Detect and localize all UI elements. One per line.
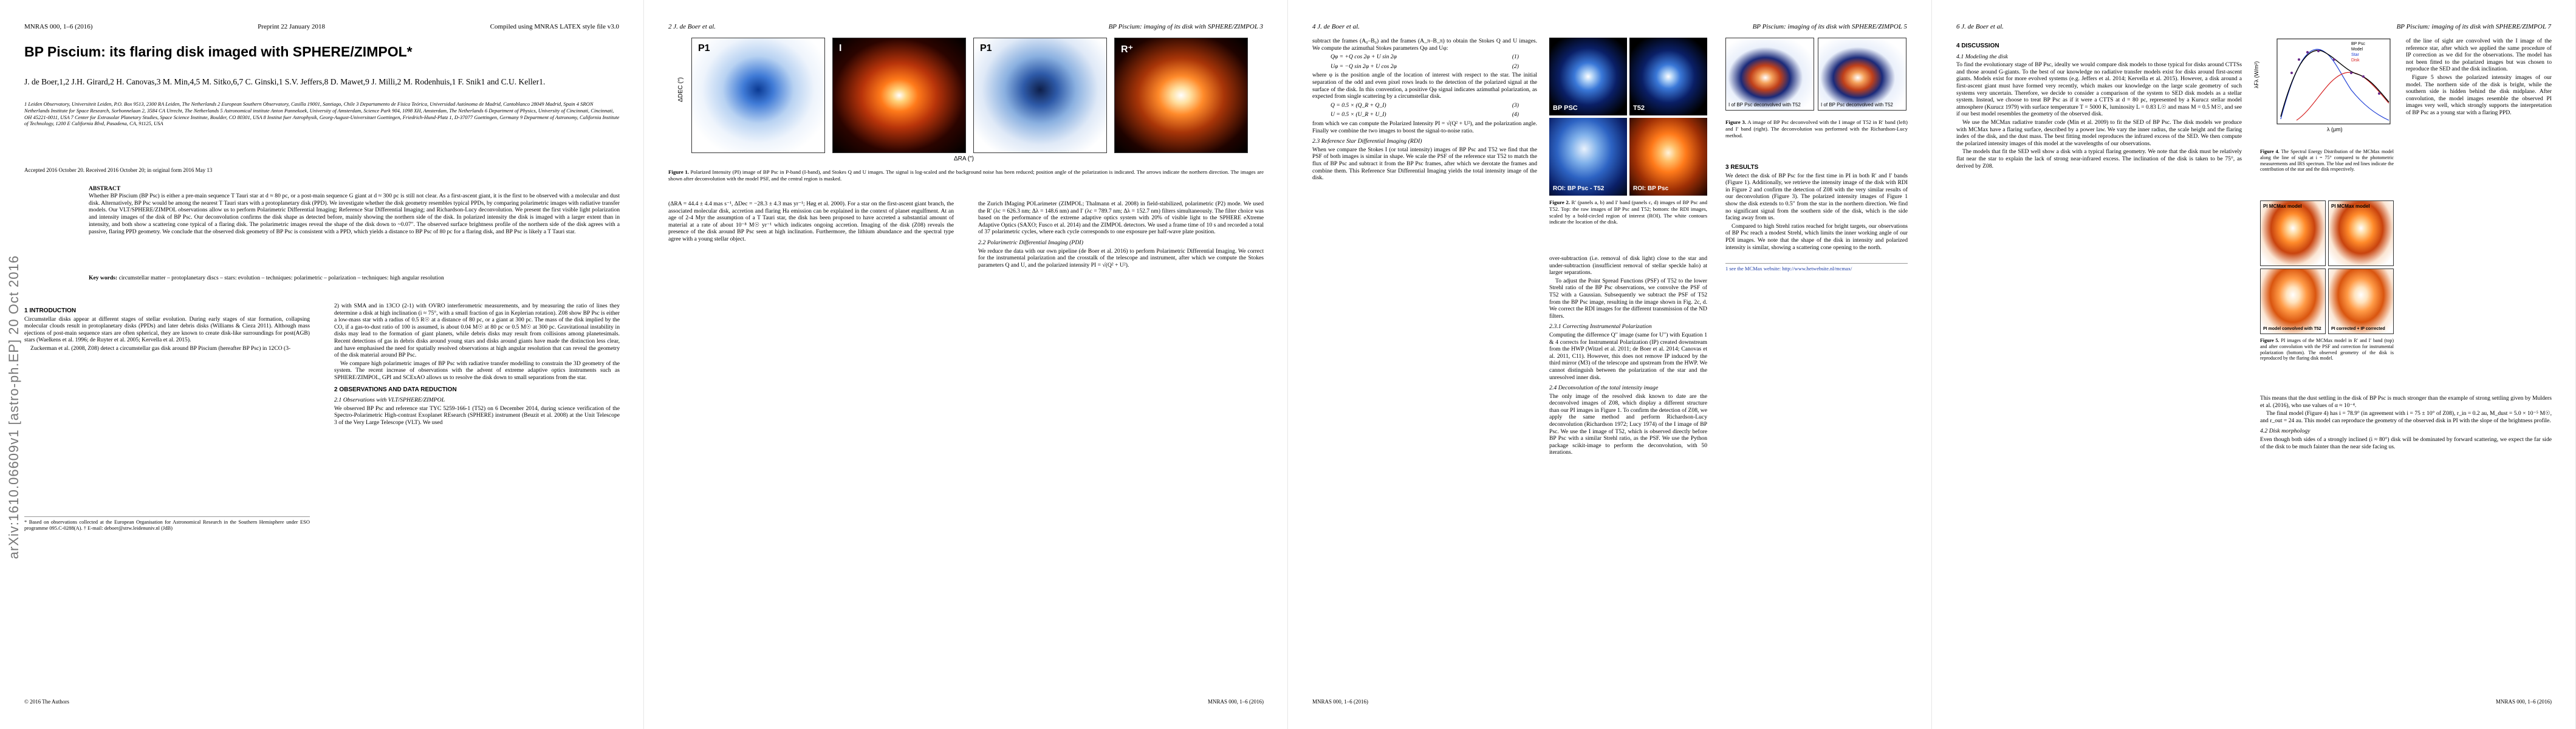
page-header: 4 J. de Boer et al. BP Piscium: imaging … (1312, 23, 1907, 30)
abstract-text: Whether BP Piscium (BP Psc) is either a … (89, 192, 620, 235)
subsection-heading: 4.2 Disk morphology (2260, 428, 2311, 435)
paper-page-1: MNRAS 000, 1–6 (2016) Preprint 22 Januar… (0, 0, 644, 729)
column-right: the Zurich IMaging POLarimeter (ZIMPOL; … (978, 200, 1264, 269)
model-curve (2280, 50, 2389, 117)
figure-panel-deconv-i: I of BP Psc deconvolved with T52 (1818, 38, 1906, 111)
keywords: Key words: circumstellar matter – protop… (89, 275, 444, 281)
page-footer: MNRAS 000, 1–6 (2016) (1312, 699, 1369, 705)
subsection-heading: 4.1 Modeling the disk (1956, 53, 2008, 60)
data-point (2378, 92, 2380, 95)
data-point (2298, 58, 2300, 61)
page-header: MNRAS 000, 1–6 (2016) Preprint 22 Januar… (24, 23, 619, 30)
data-point (2317, 50, 2320, 52)
paper-page-3: 4 J. de Boer et al. BP Piscium: imaging … (1288, 0, 1932, 729)
page-header: 6 J. de Boer et al. BP Piscium: imaging … (1956, 23, 2551, 30)
figure-panel-t52: T52 (1629, 38, 1707, 115)
preprint-date: Preprint 22 January 2018 (258, 23, 325, 30)
figure-panel-model-convolved: PI model convolved with T52 (2260, 269, 2326, 334)
sed-plot (2276, 38, 2391, 125)
column-middle: over-subtraction (i.e. removal of disk l… (1549, 255, 1707, 456)
data-point (2350, 72, 2352, 74)
compile-note: Compiled using MNRAS LATEX style file v3… (490, 23, 619, 30)
subsection-heading: 2.4 Deconvolution of the total intensity… (1549, 385, 1659, 392)
figure-4-caption: Figure 4. The Spectral Energy Distributi… (2260, 149, 2394, 173)
author-list: J. de Boer,1,2 J.H. Girard,2 H. Canovas,… (24, 77, 546, 86)
y-axis-label: λFλ (W/m²) (2253, 61, 2260, 89)
equation: U = 0.5 × (U_R + U_I) (4) (1331, 111, 1519, 118)
subsection-heading: 2.2 Polarimetric Differential Imaging (P… (978, 239, 1083, 246)
disk-curve (2296, 72, 2389, 121)
section-heading: 1 INTRODUCTION (24, 307, 76, 314)
column-bottom: This means that the dust settling in the… (2260, 395, 2552, 450)
data-point (2290, 72, 2293, 74)
photometry-points (2290, 50, 2380, 95)
affiliations: 1 Leiden Observatory, Universiteit Leide… (24, 101, 620, 127)
figure-panel-roi: ROI: BP Psc (1629, 118, 1707, 196)
legend: BP Psc Model Star Disk (2351, 42, 2365, 63)
data-point (2306, 51, 2309, 53)
paper-page-4: 6 J. de Boer et al. BP Piscium: imaging … (1932, 0, 2576, 729)
figure-panel-roi-diff: ROI: BP Psc - T52 (1549, 118, 1627, 196)
figure-2: BP PSC T52 ROI: BP Psc - T52 ROI: BP Psc (1549, 38, 1707, 196)
page-footer: MNRAS 000, 1–6 (2016) (1207, 699, 1264, 705)
figure-panel-intensity: I (832, 38, 966, 153)
figure-panel-model-i: PI MCMax model (2328, 200, 2394, 266)
figure-panel-bp-psc: BP PSC (1549, 38, 1627, 115)
column-left: (ΔRA = 44.4 ± 4.4 mas s⁻¹, ΔDec = −28.3 … (668, 200, 954, 242)
equation: Qφ = +Q cos 2φ + U sin 2φ (1) (1331, 53, 1519, 61)
figure-5: PI MCMax model PI MCMax model PI model c… (2260, 200, 2394, 334)
subsection-heading: 2.1 Observations with VLT/SPHERE/ZIMPOL (334, 397, 445, 404)
subsection-heading: 2.3.1 Correcting Instrumental Polarizati… (1549, 323, 1652, 330)
x-axis-label: λ (μm) (2327, 126, 2343, 132)
figure-2-caption: Figure 2. R′ (panels a, b) and I′ band (… (1549, 199, 1707, 225)
figure-panel-model-r: PI MCMax model (2260, 200, 2326, 266)
figure-panel-rdi: R⁺ (1114, 38, 1248, 153)
column-left: subtract the frames (A₀–B₀) and the fram… (1312, 38, 1537, 182)
equation: Q = 0.5 × (Q_R + Q_I) (3) (1331, 101, 1519, 109)
section-heading: 3 RESULTS (1725, 164, 1759, 171)
column-left: 4 DISCUSSION 4.1 Modeling the disk To fi… (1956, 43, 2242, 169)
section-heading: 2 OBSERVATIONS AND DATA REDUCTION (334, 386, 457, 393)
y-axis-label: ΔDEC (″) (677, 77, 684, 102)
page-header: 2 J. de Boer et al. BP Piscium: imaging … (668, 23, 1263, 30)
x-axis-label: ΔRA (″) (954, 156, 974, 162)
abstract: ABSTRACT Whether BP Piscium (BP Psc) is … (89, 185, 620, 236)
arxiv-stamp: arXiv:1610.06609v1 [astro-ph.EP] 20 Oct … (6, 255, 21, 560)
footnote: * Based on observations collected at the… (24, 516, 310, 531)
figure-1-caption: Figure 1. Polarized Intensity (PI) image… (668, 169, 1264, 182)
paper-page-2: 2 J. de Boer et al. BP Piscium: imaging … (644, 0, 1288, 729)
column-right: 3 RESULTS We detect the disk of BP Psc f… (1725, 164, 1908, 272)
paper-title: BP Piscium: its flaring disk imaged with… (24, 44, 413, 60)
figure-panel-model-ip-corrected: PI corrected + IP corrected (2328, 269, 2394, 334)
figure-5-caption: Figure 5. PI images of the MCMax model i… (2260, 338, 2394, 361)
column-right: of the line of sight are convolved with … (2406, 38, 2552, 116)
figure-3: I of BP Psc deconvolved with T52 I of BP… (1725, 38, 1908, 117)
figure-4: λ (μm) λFλ (W/m²) BP Psc Model Star Disk (2253, 35, 2394, 151)
subsection-heading: 2.3 Reference Star Differential Imaging … (1312, 138, 1422, 145)
figure-panel-pi-i: P1 (973, 38, 1107, 153)
equation: Uφ = −Q sin 2φ + U cos 2φ (2) (1331, 63, 1519, 70)
section-heading: 4 DISCUSSION (1956, 43, 1999, 49)
data-point (2333, 58, 2335, 61)
page-footer: MNRAS 000, 1–6 (2016) (2495, 699, 2552, 705)
footnote: 1 see the MCMax website: http://www.hetw… (1725, 263, 1908, 272)
column-left: 1 INTRODUCTION Circumstellar disks appea… (24, 307, 310, 531)
page-footer: © 2016 The Authors (24, 699, 69, 705)
data-point (2362, 75, 2365, 78)
figure-panel-deconv-r: I of BP Psc deconvolved with T52 (1725, 38, 1814, 111)
figure-panel-pi-r: P1 (691, 38, 825, 153)
accepted-date: Accepted 2016 October 20. Received 2016 … (24, 167, 213, 173)
column-right: 2) with SMA and in 13CO (2-1) with OVRO … (334, 303, 620, 426)
figure-1: ΔDEC (″) P1 I P1 R⁺ ΔRA (″) (668, 38, 1264, 165)
journal-ref: MNRAS 000, 1–6 (2016) (24, 23, 93, 30)
abstract-heading: ABSTRACT (89, 185, 121, 192)
figure-3-caption: Figure 3. A image of BP Psc deconvolved … (1725, 119, 1908, 139)
